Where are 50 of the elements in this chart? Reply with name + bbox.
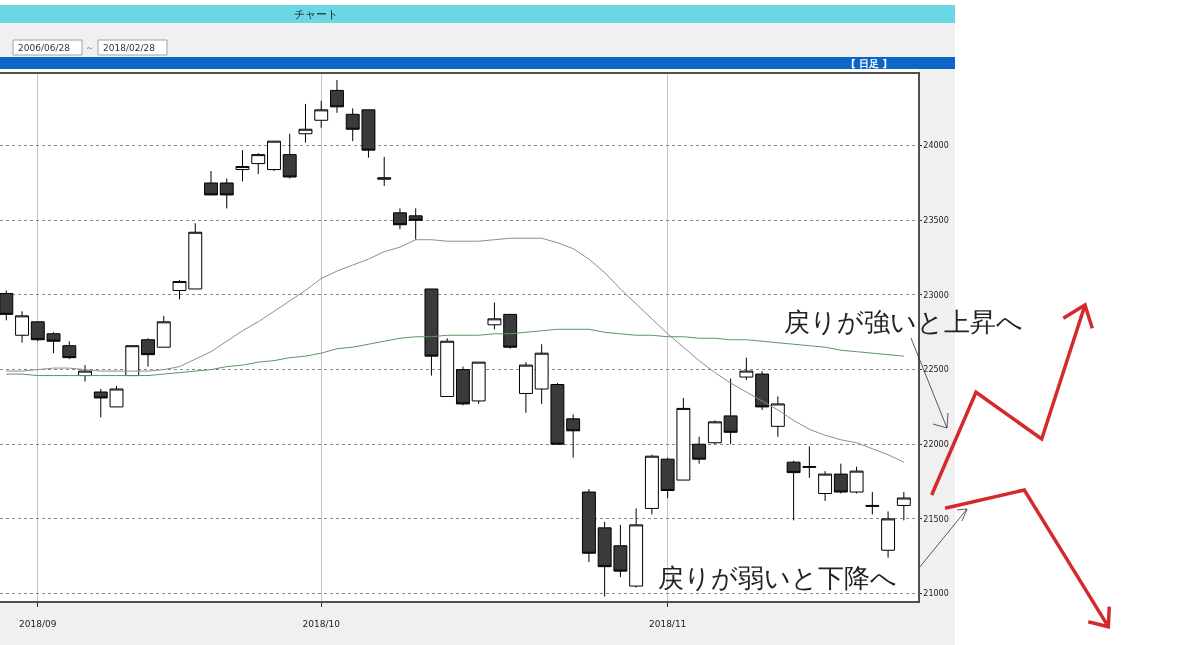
x-tick-label: 2018/09 — [19, 618, 57, 629]
text: ～ — [85, 42, 95, 53]
y-tick-label: 24000 — [923, 141, 949, 151]
candlestick — [330, 79, 344, 114]
candlestick — [0, 289, 14, 321]
candlestick — [723, 378, 738, 445]
candlestick — [251, 152, 266, 175]
candlestick — [896, 491, 911, 521]
candlestick — [644, 454, 659, 515]
candlestick — [204, 170, 218, 196]
annotation: 戻りが強いと上昇へ — [784, 307, 1023, 337]
x-tick-label: 2018/11 — [648, 618, 687, 629]
y-tick-label: 23500 — [923, 216, 949, 226]
y-tick-label: 21500 — [923, 514, 949, 524]
candlestick — [282, 133, 297, 179]
candlestick — [15, 310, 29, 344]
candlestick — [755, 370, 770, 411]
x-tick-label: 2018/10 — [302, 618, 341, 629]
candlestick — [314, 100, 329, 129]
candlestick — [125, 345, 140, 377]
annotation: 戻りが弱いと下降へ — [658, 563, 897, 593]
chart-title: チャート — [294, 7, 338, 21]
candlestick — [141, 337, 155, 368]
candlestick — [881, 510, 896, 559]
y-tick-label: 23000 — [923, 290, 949, 300]
candlestick — [770, 395, 785, 438]
candlestick — [581, 488, 596, 563]
candlestick — [393, 207, 407, 230]
y-tick-label: 22500 — [923, 365, 949, 375]
y-tick-label: 21000 — [923, 589, 949, 599]
candlestick — [219, 178, 234, 209]
candlestick — [518, 361, 533, 414]
candlestick — [62, 340, 77, 360]
y-tick-label: 22000 — [923, 440, 949, 450]
text: 2018/02/28 — [103, 43, 156, 53]
candlestick — [298, 103, 313, 144]
candlestick — [739, 357, 754, 381]
chart-subtitle: [ 日足 ] — [851, 58, 888, 69]
candlestick — [471, 361, 486, 405]
candlestick — [235, 149, 250, 182]
candlestick — [692, 436, 707, 465]
candlestick — [818, 470, 833, 502]
candlestick — [455, 366, 470, 406]
text: 2006/06/28 — [18, 43, 71, 53]
candlestick — [707, 419, 722, 445]
candlestick — [156, 315, 171, 348]
candlestick — [865, 491, 880, 515]
candlestick — [377, 156, 392, 187]
candlestick — [408, 207, 423, 241]
candlestick — [267, 140, 281, 172]
